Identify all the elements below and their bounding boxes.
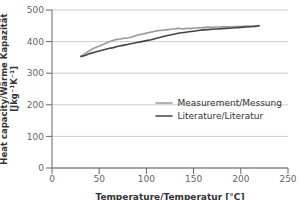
svg-text:100: 100: [138, 174, 155, 184]
svg-text:150: 150: [185, 174, 202, 184]
svg-text:0: 0: [49, 174, 55, 184]
svg-text:Heat capacity/Wärme Kapazität[: Heat capacity/Wärme Kapazität[Jkg⁻¹K⁻¹]: [8, 13, 19, 164]
svg-text:300: 300: [27, 68, 44, 78]
html-text:Literature/Literatur: Literature/Literatur: [177, 110, 264, 121]
svg-text:200: 200: [27, 100, 44, 110]
html-text:Measurement/Messung: Measurement/Messung: [177, 97, 282, 108]
svg-text:50: 50: [93, 174, 105, 184]
svg-text:250: 250: [279, 174, 292, 184]
svg-text:100: 100: [27, 132, 44, 142]
svg-text:500: 500: [27, 5, 44, 15]
svg-text:400: 400: [27, 37, 44, 47]
svg-text:Temperature/Temperatur [°C]: Temperature/Temperatur [°C]: [95, 192, 244, 200]
svg-text:200: 200: [232, 174, 249, 184]
svg-text:0: 0: [38, 163, 44, 173]
